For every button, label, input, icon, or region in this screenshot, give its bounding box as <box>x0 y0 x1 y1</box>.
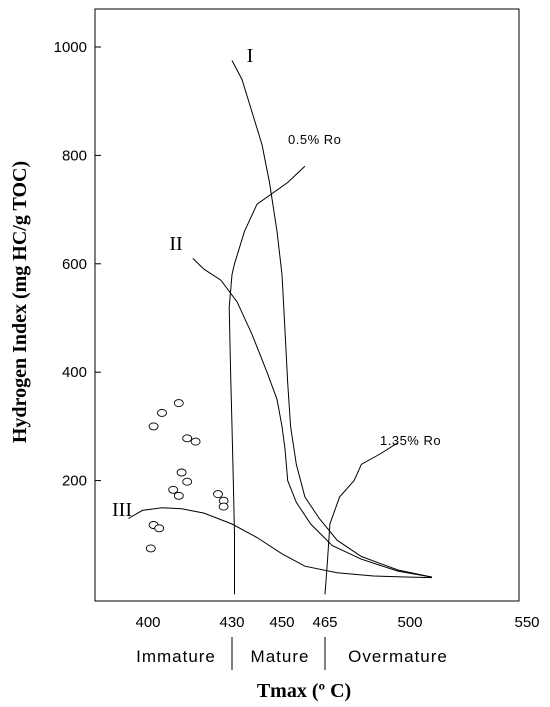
curve-label-I: I <box>247 45 254 67</box>
zone-label-1: Mature <box>251 647 310 666</box>
sample-point <box>168 485 179 494</box>
zone-label-0: Immature <box>136 647 216 666</box>
curve-label-II: II <box>169 233 182 255</box>
ro-lines: 0.5% Ro 1.35% Ro <box>228 132 441 595</box>
ro-line-1 <box>324 442 399 595</box>
sample-point <box>148 422 159 431</box>
sample-point <box>182 434 193 443</box>
sample-point <box>190 437 201 446</box>
sample-point <box>218 502 229 511</box>
zone-label-2: Overmature <box>348 647 448 666</box>
y-tick-label-4: 1000 <box>54 39 87 56</box>
x-tick-label-2: 450 <box>269 614 294 631</box>
ro-line-0 <box>228 165 306 595</box>
zone-dividers <box>231 637 326 670</box>
x-tick-labels: 400 430 450 465 500 550 <box>135 614 539 631</box>
y-tick-label-0: 200 <box>62 473 87 490</box>
x-tick-label-4: 500 <box>397 614 422 631</box>
zone-labels: Immature Mature Overmature <box>136 647 448 666</box>
sample-point <box>157 408 167 417</box>
ro-label-0: 0.5% Ro <box>288 132 341 147</box>
x-tick-label-5: 550 <box>514 614 539 631</box>
x-tick-label-0: 400 <box>135 614 160 631</box>
x-axis-title: Tmax (º C) <box>257 680 351 702</box>
x-tick-label-1: 430 <box>219 614 244 631</box>
y-tick-labels: 200 400 600 800 1000 <box>54 39 87 490</box>
sample-point <box>145 544 156 553</box>
y-tick-label-2: 600 <box>62 256 87 273</box>
curve-label-III: III <box>112 499 132 521</box>
sample-point <box>154 524 165 533</box>
y-tick-label-3: 800 <box>62 147 87 164</box>
sample-point <box>173 399 184 408</box>
y-axis-title: Hydrogen Index (mg HC/g TOC) <box>9 161 31 443</box>
plot-frame <box>94 8 520 602</box>
ro-label-1: 1.35% Ro <box>380 433 441 448</box>
x-tick-label-3: 465 <box>312 614 337 631</box>
sample-point <box>182 477 193 486</box>
sample-points <box>145 399 229 553</box>
tick-marks <box>95 46 101 482</box>
sample-point <box>173 491 184 500</box>
curve-I <box>231 60 433 578</box>
y-tick-label-1: 400 <box>62 364 87 381</box>
curve-III <box>128 507 433 579</box>
curve-II <box>192 258 433 578</box>
sample-point <box>176 468 187 477</box>
sample-point <box>213 490 223 499</box>
